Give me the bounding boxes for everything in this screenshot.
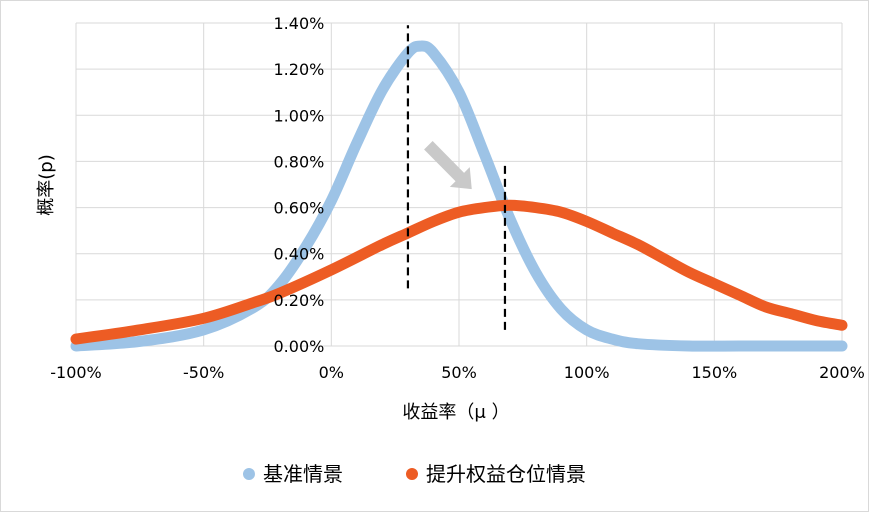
y-tick-label: 0.00% [274,337,325,356]
y-axis-title: 概率(p) [36,154,57,215]
x-tick-label: -50% [183,363,224,382]
trend-arrow [424,141,472,190]
y-tick-labels: 0.00% 0.20% 0.40% 0.60% 0.80% 1.00% 1.20% 1.40% [274,14,325,356]
arrow-shape [424,141,472,190]
x-tick-label: 150% [691,363,737,382]
legend-label: 基准情景 [263,462,343,486]
x-axis-title: 收益率（μ ） [402,402,509,423]
series-line-2 [70,199,848,345]
y-tick-label: 0.40% [274,245,325,264]
x-tick-label: -100% [50,363,102,382]
x-tick-label: 50% [441,363,477,382]
x-tick-labels: -100% -50% 0% 50% 100% 150% 200% [50,363,865,382]
legend-marker [406,468,418,480]
x-tick-label: 200% [819,363,865,382]
y-tick-label: 1.40% [274,14,325,33]
y-tick-label: 0.20% [274,291,325,310]
reference-lines [406,25,507,330]
x-tick-label: 0% [319,363,344,382]
y-tick-label: 1.20% [274,60,325,79]
legend-marker [243,468,255,480]
y-tick-label: 0.60% [274,199,325,218]
series-lines [70,40,848,352]
legend-label: 提升权益仓位情景 [426,462,586,486]
arrow-icon [424,141,472,190]
y-tick-label: 0.80% [274,152,325,171]
y-tick-label: 1.00% [274,106,325,125]
x-tick-label: 100% [564,363,610,382]
legend: 基准情景 提升权益仓位情景 [243,462,586,486]
